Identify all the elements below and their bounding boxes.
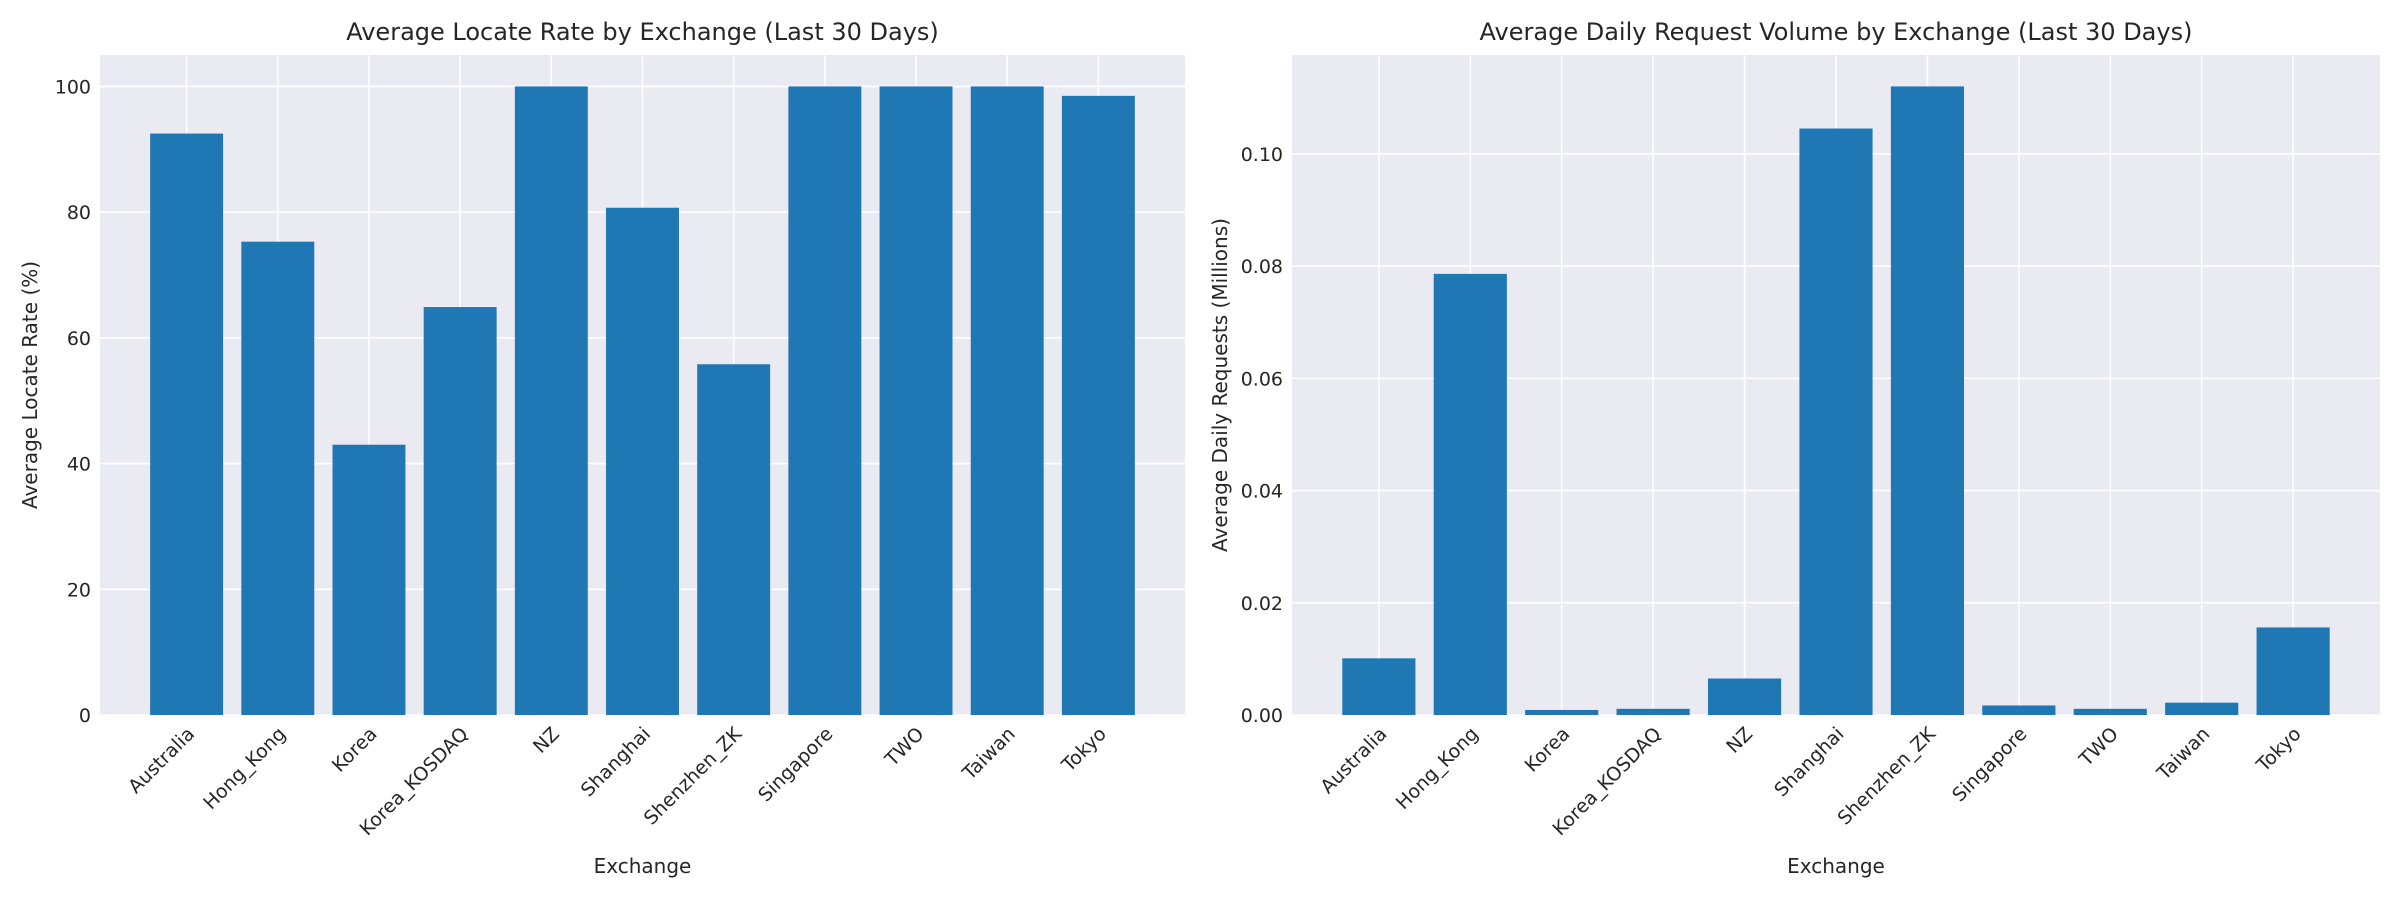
locate-rate-x-tick-label: Hong_Kong: [199, 723, 290, 814]
locate-rate-y-tick-label: 40: [67, 454, 91, 476]
request-volume-x-tick-label: Shenzhen_ZK: [1834, 723, 1941, 830]
locate-rate-x-tick-label: TWO: [880, 723, 928, 771]
request-volume-x-tick-label: TWO: [2074, 723, 2122, 771]
request-volume-x-tick-label: Korea: [1521, 723, 1575, 777]
request-volume-bar-australia: [1342, 658, 1416, 715]
locate-rate-bar-shenzhen-zk: [697, 364, 771, 715]
locate-rate-bar-taiwan: [970, 86, 1044, 715]
locate-rate-chart-title: Average Locate Rate by Exchange (Last 30…: [346, 18, 939, 46]
locate-rate-x-tick-label: NZ: [529, 723, 564, 758]
request-volume-bar-shenzhen-zk: [1890, 86, 1964, 715]
locate-rate-bars: [150, 86, 1135, 716]
locate-rate-bar-tokyo: [1061, 95, 1135, 716]
request-volume-chart: 0.00 0.02 0.04 0.06 0.08 0.10 Australia Hong_K…: [1208, 18, 2380, 878]
request-volume-x-tick-label: Tokyo: [2252, 723, 2306, 777]
locate-rate-y-tick-label: 60: [67, 328, 91, 350]
request-volume-y-tick-label: 0.10: [1241, 144, 1283, 166]
request-volume-chart-title: Average Daily Request Volume by Exchange…: [1480, 18, 2193, 46]
locate-rate-x-tick-label: Singapore: [754, 723, 837, 806]
request-volume-bars: [1342, 86, 2330, 716]
request-volume-bar-two: [2073, 708, 2147, 715]
locate-rate-x-tick-label: Shenzhen_ZK: [640, 723, 747, 830]
request-volume-y-tick-label: 0.00: [1241, 705, 1283, 727]
locate-rate-y-tick-label: 80: [67, 202, 91, 224]
locate-rate-bar-nz: [514, 86, 588, 715]
locate-rate-bar-two: [879, 86, 953, 715]
locate-rate-y-ticks: 0 20 40 60 80 100: [55, 76, 91, 727]
request-volume-bar-hong-kong: [1433, 273, 1507, 715]
request-volume-x-tick-label: Singapore: [1948, 723, 2031, 806]
request-volume-y-tick-label: 0.08: [1241, 256, 1283, 278]
request-volume-bar-korea-kosdaq: [1616, 708, 1690, 715]
request-volume-x-axis-label: Exchange: [1787, 854, 1885, 878]
locate-rate-bar-shanghai: [606, 207, 679, 715]
locate-rate-x-tick-label: Shanghai: [577, 723, 655, 801]
locate-rate-bar-korea-kosdaq: [423, 307, 497, 715]
locate-rate-y-tick-label: 0: [79, 705, 91, 727]
locate-rate-bar-singapore: [788, 86, 862, 715]
locate-rate-y-axis-label: Average Locate Rate (%): [18, 261, 42, 509]
request-volume-y-axis-label: Average Daily Requests (Millions): [1208, 218, 1232, 552]
request-volume-y-tick-label: 0.04: [1241, 481, 1283, 503]
locate-rate-bar-hong-kong: [241, 241, 315, 715]
locate-rate-y-tick-label: 20: [67, 579, 91, 601]
request-volume-y-tick-label: 0.02: [1241, 593, 1283, 615]
request-volume-x-tick-label: NZ: [1722, 723, 1757, 758]
locate-rate-x-tick-label: Taiwan: [958, 723, 1020, 785]
locate-rate-x-tick-label: Tokyo: [1057, 723, 1111, 777]
request-volume-x-tick-label: Shanghai: [1770, 723, 1848, 801]
locate-rate-x-tick-label: Korea: [328, 723, 382, 777]
locate-rate-x-axis-label: Exchange: [594, 854, 692, 878]
locate-rate-x-tick-label: Australia: [124, 723, 199, 798]
request-volume-y-tick-label: 0.06: [1241, 368, 1283, 390]
request-volume-bar-korea: [1525, 709, 1599, 715]
request-volume-bar-singapore: [1982, 705, 2056, 715]
request-volume-bar-tokyo: [2256, 627, 2330, 715]
locate-rate-bar-korea: [332, 444, 406, 715]
request-volume-x-tick-label: Hong_Kong: [1392, 723, 1483, 814]
request-volume-y-ticks: 0.00 0.02 0.04 0.06 0.08 0.10: [1241, 144, 1283, 727]
request-volume-bar-taiwan: [2165, 702, 2239, 715]
request-volume-bar-nz: [1708, 678, 1782, 715]
request-volume-bar-shanghai: [1799, 128, 1873, 716]
request-volume-x-tick-label: Australia: [1316, 723, 1391, 798]
locate-rate-bar-australia: [150, 133, 224, 716]
request-volume-x-tick-label: Taiwan: [2152, 723, 2214, 785]
locate-rate-y-tick-label: 100: [55, 76, 91, 98]
